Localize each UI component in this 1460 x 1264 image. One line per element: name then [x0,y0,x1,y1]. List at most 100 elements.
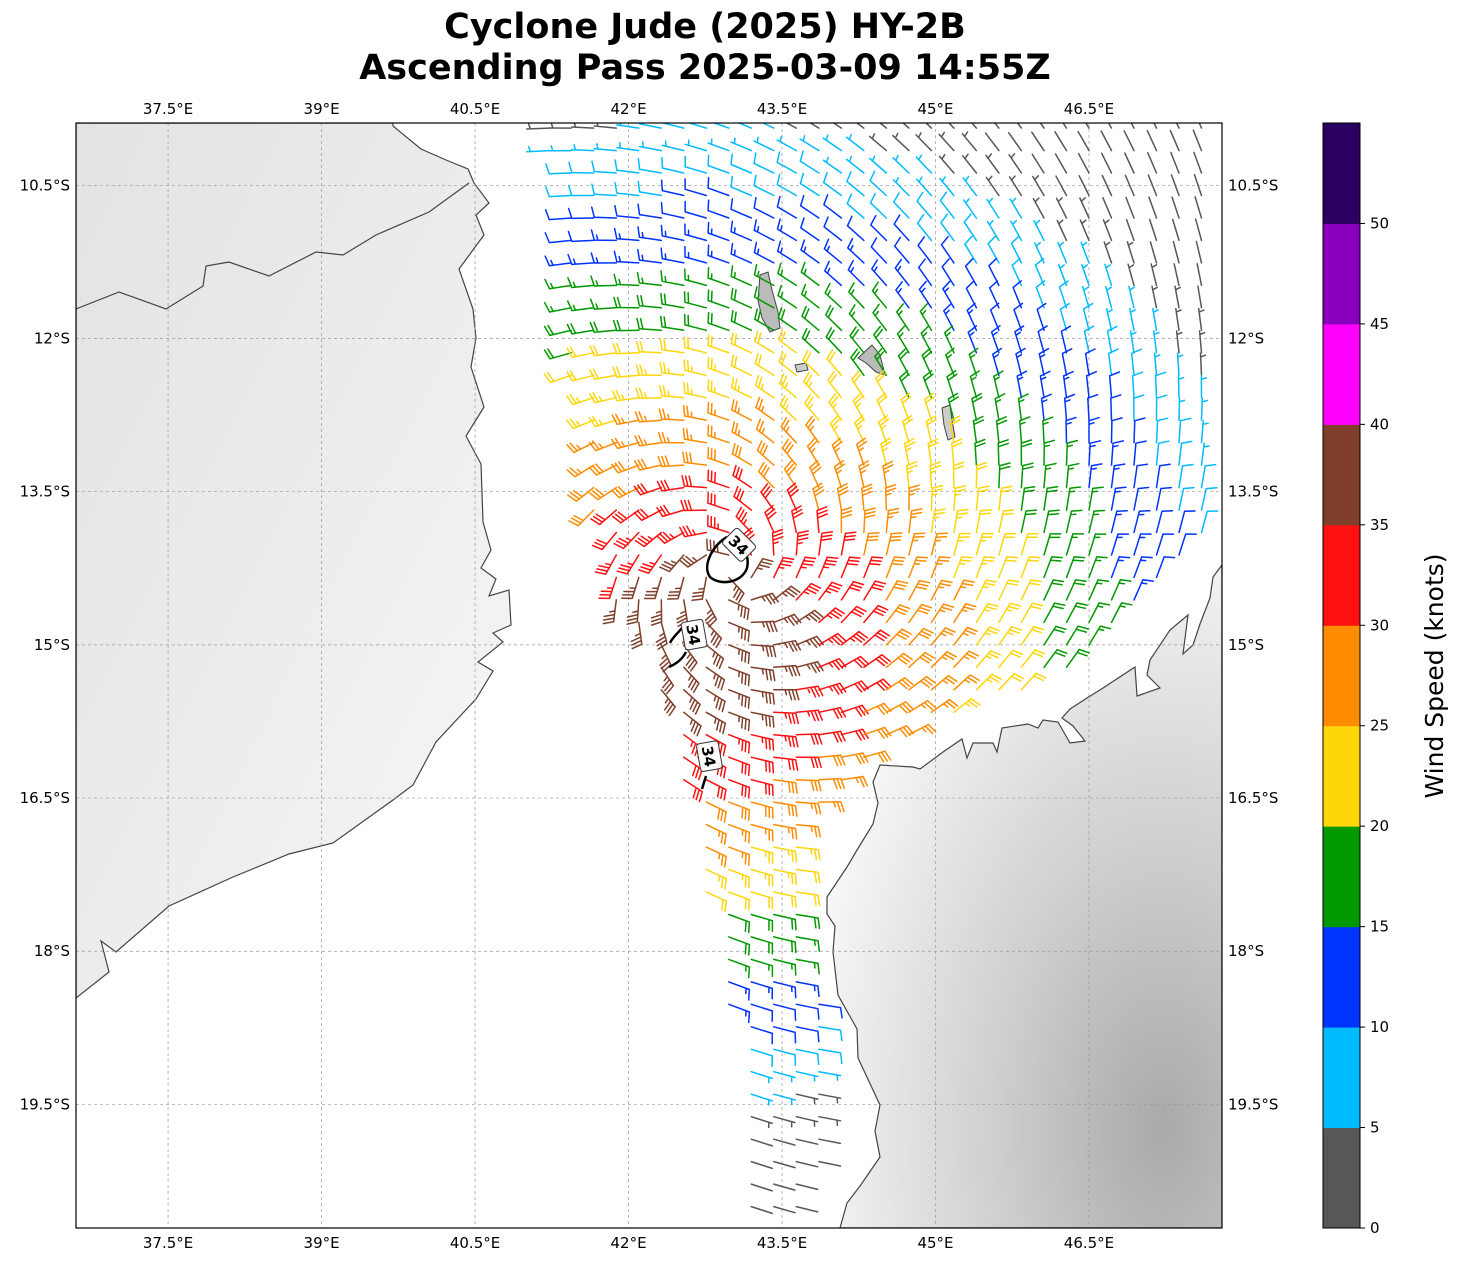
wind-barb [922,370,934,399]
lat-tick-label-left: 10.5°S [20,176,70,194]
wind-barb [656,531,685,544]
wind-barb [777,262,798,287]
wind-barb [987,235,1000,264]
wind-barb [876,392,888,421]
wind-barb [773,756,799,771]
lon-tick-label-top: 39°E [304,100,340,118]
wind-barb [970,123,978,129]
wind-barb [1009,197,1023,219]
wind-barb [924,392,936,421]
wind-barb [705,644,725,670]
wind-barb [1130,348,1142,377]
wind-barb [753,174,775,197]
wind-barb [1110,394,1122,421]
wind-barb [818,777,846,790]
wind-barb [908,675,936,691]
colorbar-segment [1323,926,1360,1028]
wind-barb [953,579,975,601]
wind-barb [750,666,776,682]
wind-barb [1200,463,1217,489]
wind-barb [773,801,798,817]
colorbar-tick-label: 40 [1370,415,1389,433]
wind-barb [795,1048,820,1066]
wind-barb [908,556,929,579]
wind-barb [593,123,618,129]
wind-barb [567,207,595,220]
wind-barb [952,461,965,489]
wind-barb [930,484,944,511]
wind-barb [750,1160,773,1170]
wind-barb [682,451,708,466]
wind-barb [1155,533,1175,556]
wind-barb [543,302,572,313]
wind-barb [637,249,663,264]
wind-barb [802,349,820,377]
wind-barb [799,150,820,174]
wind-barb [1043,533,1062,556]
wind-barb [728,846,751,866]
contour-label-box [696,740,723,772]
wind-barb [833,459,846,489]
wind-barb [1020,509,1038,534]
wind-barb [1084,348,1096,377]
wind-barb [986,220,1000,242]
wind-barb [590,206,618,219]
wind-barb [847,259,865,287]
wind-barb [795,1115,819,1127]
wind-barb [947,392,959,421]
colorbar-segment [1323,323,1360,425]
lon-tick-label-bottom: 42°E [610,1234,646,1252]
wind-barb [972,415,985,444]
wind-barb [750,823,774,842]
wind-barb [818,1003,843,1019]
wind-barb [613,296,640,309]
wind-barb [634,434,663,447]
wind-barb [705,801,727,823]
wind-barb [1035,280,1046,309]
wind-barb [686,123,708,129]
wind-barb [795,635,825,649]
wind-barb [728,981,751,1001]
wind-barb [818,657,847,671]
wind-barb [997,439,1009,466]
wind-barb [863,654,891,669]
wind-barb [728,733,751,754]
wind-barb [637,158,663,174]
wind-barb [1155,486,1173,511]
wind-barb [1088,579,1110,601]
wind-barb [845,155,865,174]
wind-barb [638,554,663,574]
wind-barb [795,709,823,722]
wind-barb [1129,307,1136,332]
wind-barb [661,140,685,152]
wind-barb [544,255,572,267]
wind-barb [706,538,730,556]
wind-barb [660,179,685,197]
colorbar-tick-label: 35 [1370,516,1389,534]
wind-barb [885,580,909,601]
wind-barb [805,415,820,444]
wind-barb [1083,325,1095,354]
wind-barb [1065,625,1089,646]
wind-barb [750,733,775,751]
wind-barb [571,144,595,152]
wind-barb [1128,285,1135,309]
wind-barb [1100,130,1113,152]
wind-barb [900,392,912,421]
wind-barb [735,506,753,534]
wind-barb [773,1048,797,1067]
wind-barb [773,936,797,954]
lat-tick-label-left: 19.5°S [20,1095,70,1113]
wind-barb [773,733,799,748]
wind-barb [589,486,618,501]
wind-barb [638,123,663,129]
colorbar-tick-label: 30 [1370,616,1389,634]
wind-barb [968,347,979,377]
wind-barb [730,310,753,332]
lat-tick-label-left: 12°S [34,329,70,347]
wind-barb [953,603,977,624]
wind-barb [616,142,640,152]
wind-barb [840,775,869,788]
wind-barb [1110,486,1127,511]
lat-tick-label-left: 16.5°S [20,789,70,807]
